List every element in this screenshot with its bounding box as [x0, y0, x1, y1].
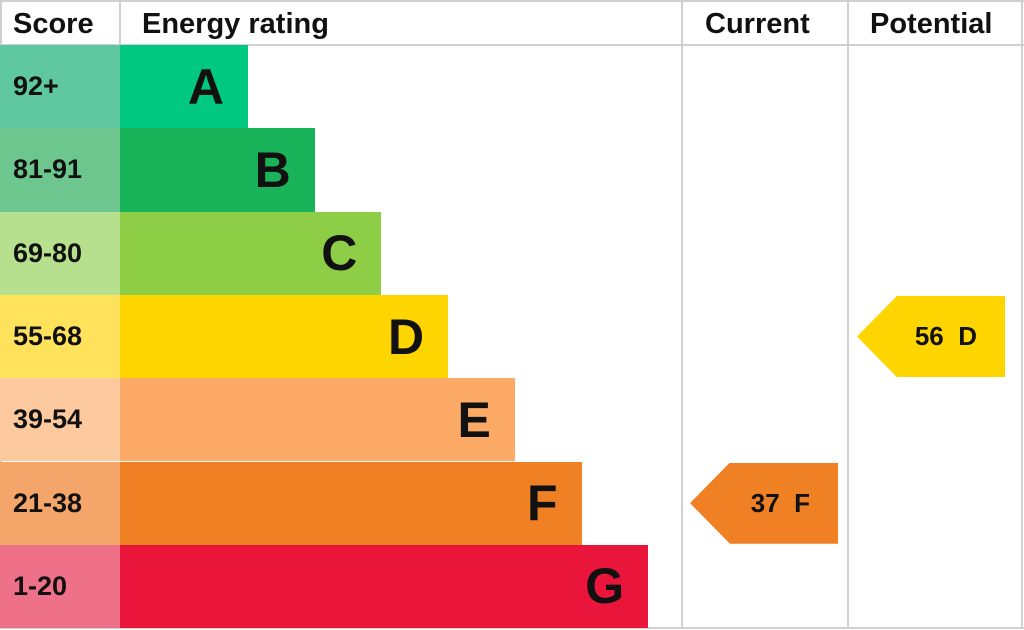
band-letter: A	[187, 58, 224, 115]
band-letter: C	[321, 225, 358, 282]
band-bar-b: B	[120, 128, 315, 212]
top-border	[0, 0, 1024, 2]
band-bar-c: C	[120, 211, 382, 295]
band-letter: G	[585, 558, 625, 615]
score-range-g: 1-20	[0, 544, 120, 629]
band-bar-a: A	[120, 45, 248, 129]
score-range-d: 55-68	[0, 294, 120, 379]
header-potential: Potential	[870, 8, 993, 40]
score-range-c: 69-80	[0, 211, 120, 295]
band-letter: D	[387, 308, 425, 365]
score-range-f: 21-38	[0, 461, 120, 545]
header-energy-rating: Energy rating	[142, 8, 329, 40]
band-letter: F	[526, 475, 558, 532]
band-bar-e: E	[120, 378, 515, 462]
band-letter: E	[457, 391, 491, 448]
score-range-a: 92+	[0, 45, 120, 129]
potential-rating-label: 56 D	[914, 321, 977, 352]
potential-rating-arrow: 56 D	[857, 295, 1005, 378]
potential-divider	[847, 0, 849, 627]
current-divider	[681, 0, 683, 627]
current-rating-arrow: 37 F	[690, 462, 838, 544]
band-bar-g: G	[120, 544, 649, 629]
band-bar-f: F	[120, 461, 582, 545]
header-divider	[0, 44, 1024, 46]
band-bar-d: D	[120, 294, 449, 379]
score-range-b: 81-91	[0, 128, 120, 212]
score-divider	[119, 0, 121, 45]
current-rating-label: 37 F	[750, 487, 810, 518]
band-letter: B	[254, 141, 291, 198]
right-border	[1021, 0, 1023, 627]
header-current: Current	[705, 8, 810, 40]
score-range-e: 39-54	[0, 378, 120, 462]
header-score: Score	[13, 8, 94, 40]
